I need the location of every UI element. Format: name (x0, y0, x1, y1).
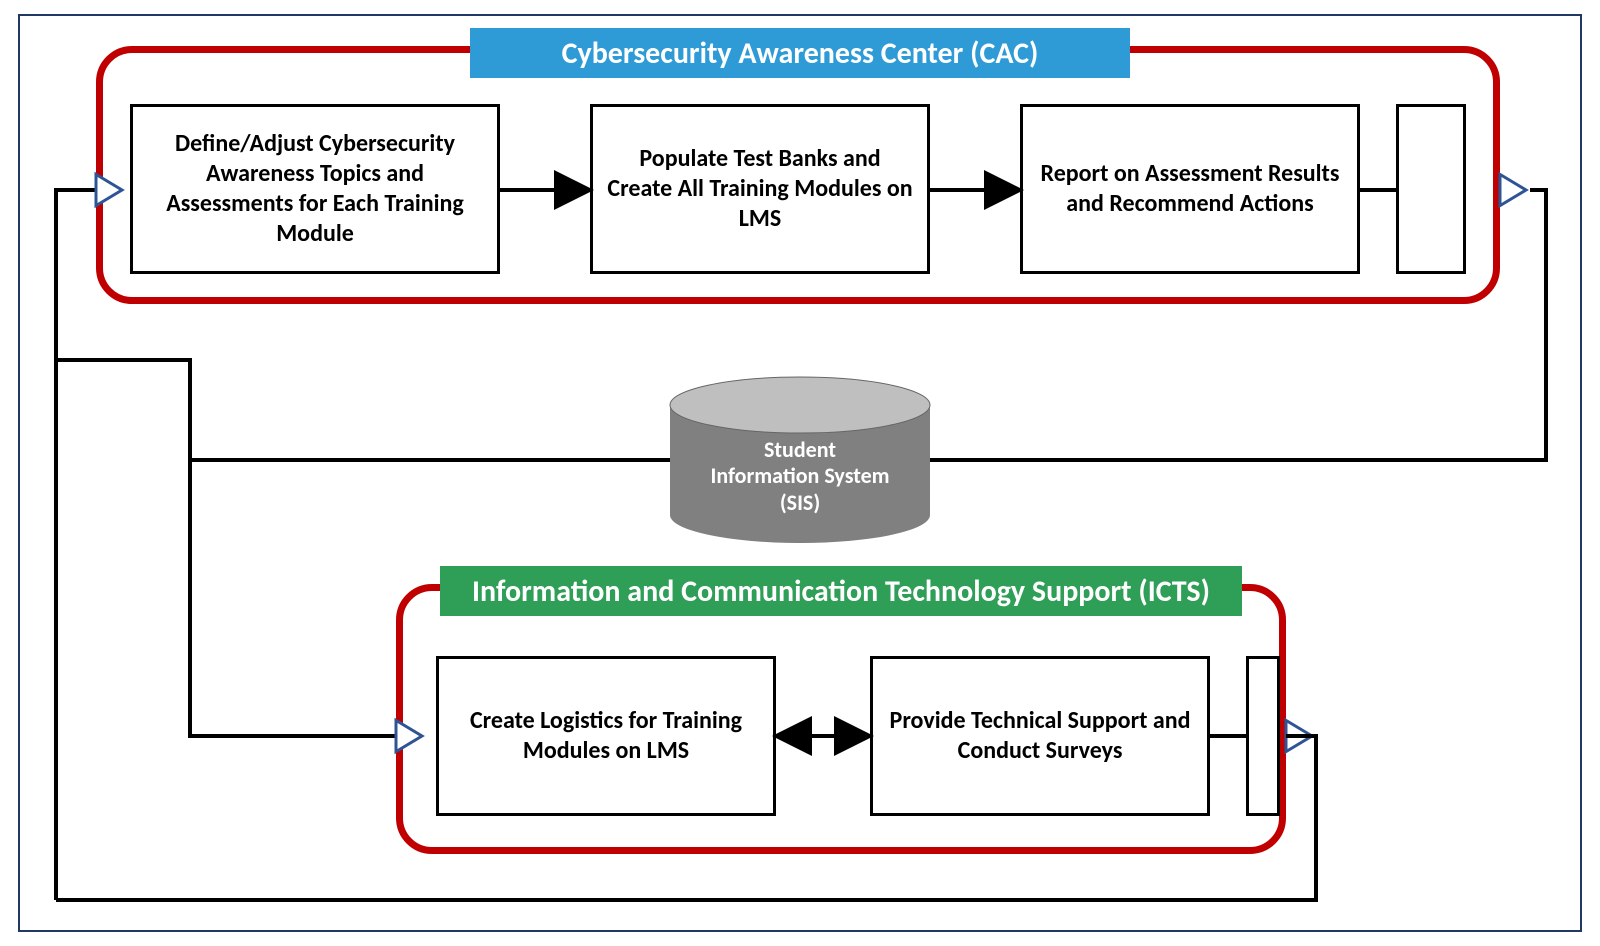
icts-title-text: Information and Communication Technology… (472, 573, 1210, 610)
cac-title-banner: Cybersecurity Awareness Center (CAC) (470, 28, 1130, 78)
icts-task-label: Create Logistics for Training Modules on… (453, 706, 759, 766)
sis-label-line1: Student (764, 436, 836, 463)
cac-task-label: Populate Test Banks and Create All Train… (607, 144, 913, 234)
cac-task-label: Report on Assessment Results and Recomme… (1037, 159, 1343, 219)
icts-task-box (1246, 656, 1280, 816)
cac-task-box (1396, 104, 1466, 274)
sis-label: Student Information System (SIS) (670, 437, 930, 516)
icts-task-box: Create Logistics for Training Modules on… (436, 656, 776, 816)
cac-task-label: Define/Adjust Cybersecurity Awareness To… (147, 129, 483, 249)
icts-title-banner: Information and Communication Technology… (440, 566, 1242, 616)
icts-task-box: Provide Technical Support and Conduct Su… (870, 656, 1210, 816)
cac-task-box: Report on Assessment Results and Recomme… (1020, 104, 1360, 274)
sis-label-line2: Information System (710, 462, 889, 489)
diagram-canvas: Cybersecurity Awareness Center (CAC) Inf… (0, 0, 1600, 946)
cac-title-text: Cybersecurity Awareness Center (CAC) (562, 35, 1039, 72)
icts-task-label: Provide Technical Support and Conduct Su… (887, 706, 1193, 766)
cac-task-box: Populate Test Banks and Create All Train… (590, 104, 930, 274)
cac-task-box: Define/Adjust Cybersecurity Awareness To… (130, 104, 500, 274)
sis-label-line3: (SIS) (780, 489, 820, 516)
